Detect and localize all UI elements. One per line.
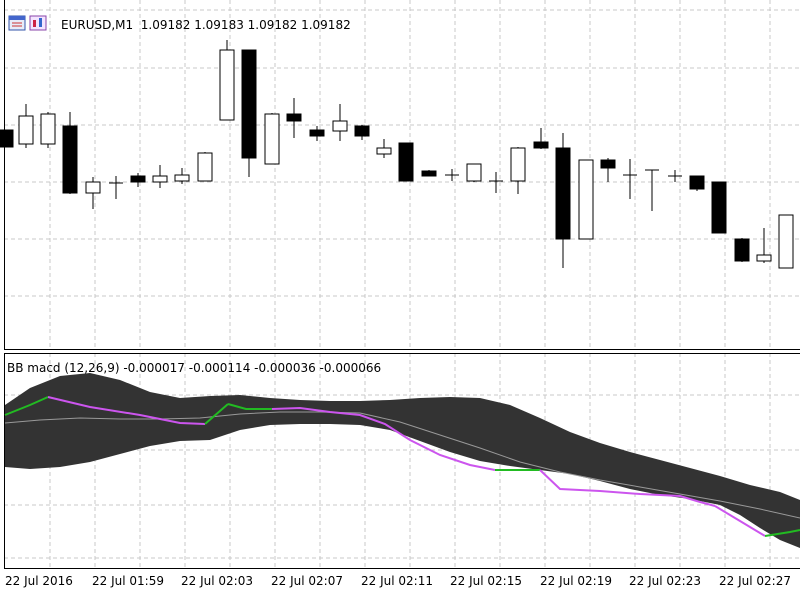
candle bbox=[734, 238, 750, 262]
chart-icons bbox=[8, 15, 47, 31]
candle bbox=[668, 170, 682, 182]
candle bbox=[62, 112, 78, 194]
macd-line-segment bbox=[764, 529, 800, 537]
time-label: 22 Jul 02:27 bbox=[719, 574, 791, 588]
candle bbox=[689, 175, 705, 191]
candle bbox=[645, 169, 659, 211]
candle bbox=[756, 228, 772, 263]
candle bbox=[309, 126, 325, 141]
candle bbox=[152, 165, 168, 188]
candle bbox=[197, 152, 213, 182]
macd-line-segment bbox=[204, 403, 229, 425]
candle bbox=[445, 169, 459, 181]
macd-line-segment bbox=[4, 396, 49, 416]
candle bbox=[0, 129, 14, 148]
symbol-info: EURUSD,M1 1.09182 1.09183 1.09182 1.0918… bbox=[61, 18, 351, 32]
window-icon[interactable] bbox=[8, 15, 26, 31]
candle bbox=[510, 147, 526, 194]
candle bbox=[711, 181, 727, 234]
indicator-info: BB macd (12,26,9) -0.000017 -0.000114 -0… bbox=[7, 361, 382, 375]
candle bbox=[489, 172, 503, 193]
candle bbox=[555, 133, 571, 268]
candle bbox=[109, 176, 123, 199]
candle bbox=[85, 177, 101, 209]
macd-line-segment bbox=[714, 505, 766, 537]
candle bbox=[332, 104, 348, 141]
time-label: 22 Jul 01:59 bbox=[92, 574, 164, 588]
candle bbox=[600, 158, 616, 182]
candle bbox=[533, 128, 549, 149]
candle bbox=[18, 104, 34, 148]
candle bbox=[354, 125, 370, 140]
candle bbox=[40, 112, 56, 148]
candle bbox=[778, 214, 794, 269]
candle bbox=[241, 49, 257, 177]
candle bbox=[130, 173, 146, 187]
macd-line-segment bbox=[539, 469, 716, 507]
time-label: 22 Jul 02:03 bbox=[181, 574, 253, 588]
candle bbox=[219, 40, 235, 121]
candle bbox=[286, 98, 302, 138]
time-label: 22 Jul 02:15 bbox=[450, 574, 522, 588]
macd-line-segment bbox=[47, 396, 206, 425]
macd-pane[interactable] bbox=[4, 353, 800, 569]
candle bbox=[466, 163, 482, 182]
time-label: 22 Jul 02:19 bbox=[540, 574, 612, 588]
candle bbox=[578, 159, 594, 240]
price-pane[interactable] bbox=[4, 0, 800, 350]
candle bbox=[264, 113, 280, 165]
bollinger-band bbox=[5, 373, 800, 548]
candle bbox=[421, 170, 437, 177]
time-label: 22 Jul 02:07 bbox=[271, 574, 343, 588]
macd-signal-line bbox=[4, 411, 800, 519]
candle bbox=[623, 159, 637, 199]
chart-icon[interactable] bbox=[29, 15, 47, 31]
time-label: 22 Jul 02:11 bbox=[361, 574, 433, 588]
macd-line-segment bbox=[227, 403, 272, 410]
time-label: 22 Jul 02:23 bbox=[629, 574, 701, 588]
candle bbox=[376, 139, 392, 158]
candle bbox=[398, 142, 414, 182]
candle bbox=[174, 168, 190, 184]
macd-line-segment bbox=[271, 406, 496, 471]
time-label: 22 Jul 2016 bbox=[5, 574, 73, 588]
